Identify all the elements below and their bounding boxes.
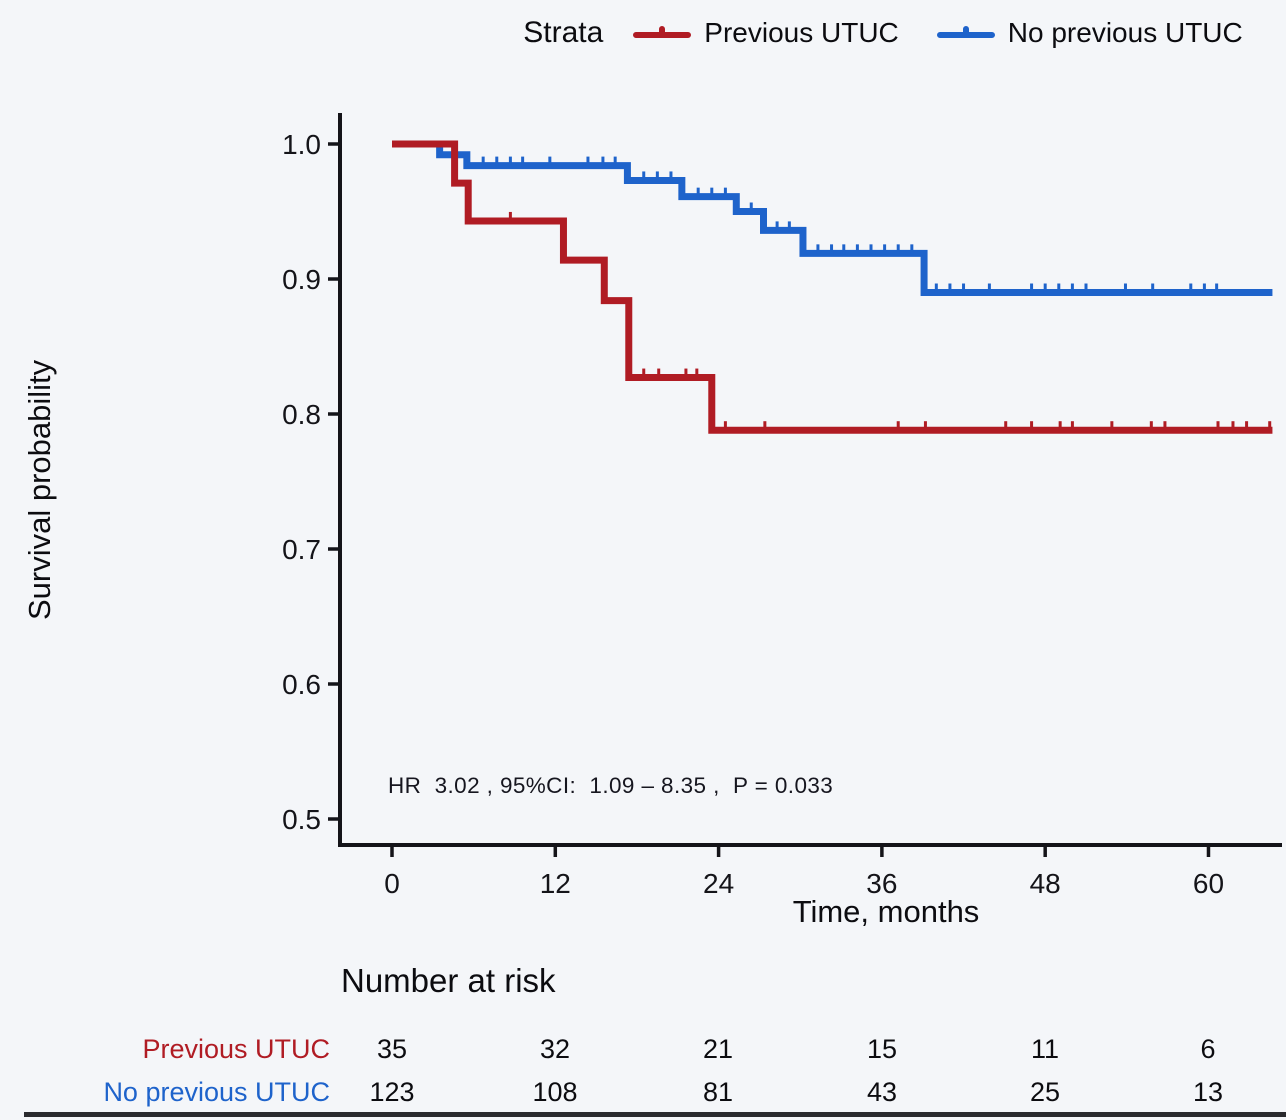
risk-table-title: Number at risk	[341, 962, 556, 999]
km-curve-previous-utuc	[392, 140, 1273, 434]
x-tick-label: 0	[384, 868, 400, 899]
risk-value: 108	[532, 1077, 578, 1107]
x-tick-label: 36	[866, 868, 897, 899]
risk-value: 32	[539, 1034, 571, 1064]
legend: Strata Previous UTUC No previous UTUC	[480, 10, 1286, 56]
risk-value: 21	[702, 1034, 734, 1064]
x-tick-label: 60	[1193, 868, 1224, 899]
risk-value: 13	[1192, 1077, 1224, 1107]
risk-row-label: No previous UTUC	[103, 1077, 330, 1107]
y-tick-label: 0.9	[282, 264, 321, 295]
y-tick-label: 0.7	[282, 534, 321, 565]
x-axis-title: Time, months	[792, 894, 980, 929]
legend-title: Strata	[523, 16, 604, 49]
y-axis-title: Survival probability	[22, 359, 57, 621]
legend-key-red-line	[633, 26, 692, 38]
km-plot-svg: 1.0 0.9 0.8 0.7 0.6 0.5 0 12 24 36 48 60	[282, 113, 1282, 899]
risk-table-row-no-previous-utuc: No previous UTUC 123 108 81 43 25 13	[0, 1077, 1286, 1113]
risk-value: 6	[1200, 1034, 1216, 1064]
legend-label: No previous UTUC	[1007, 17, 1243, 48]
bottom-divider	[24, 1112, 1286, 1117]
x-tick-label: 12	[540, 868, 571, 899]
risk-value: 123	[369, 1077, 415, 1107]
legend-key-line-icon	[633, 26, 692, 38]
legend-key-blue-line	[936, 26, 995, 38]
risk-value: 35	[376, 1034, 408, 1064]
legend-label: Previous UTUC	[704, 17, 899, 48]
legend-key-line-icon	[936, 26, 995, 38]
legend-item-no-previous-utuc[interactable]: No previous UTUC	[936, 17, 1243, 49]
risk-value: 11	[1030, 1034, 1060, 1064]
x-tick-label: 48	[1030, 868, 1061, 899]
risk-row-label: Previous UTUC	[142, 1034, 330, 1064]
risk-value: 43	[866, 1077, 898, 1107]
y-tick-label: 0.6	[282, 669, 321, 700]
legend-item-previous-utuc[interactable]: Previous UTUC	[633, 17, 899, 49]
y-tick-label: 0.8	[282, 399, 321, 430]
risk-value: 25	[1029, 1077, 1061, 1107]
risk-value: 81	[702, 1077, 734, 1107]
risk-value: 15	[866, 1034, 898, 1064]
y-tick-label: 1.0	[282, 129, 321, 160]
risk-table-row-previous-utuc: Previous UTUC 35 32 21 15 11 6	[0, 1034, 1286, 1070]
km-curve-no-previous-utuc	[392, 140, 1273, 296]
hr-annotation: HR 3.02 , 95%CI: 1.09 – 8.35 , P = 0.033	[388, 773, 834, 798]
x-tick-label: 24	[703, 868, 734, 899]
y-tick-label: 0.5	[282, 804, 321, 835]
